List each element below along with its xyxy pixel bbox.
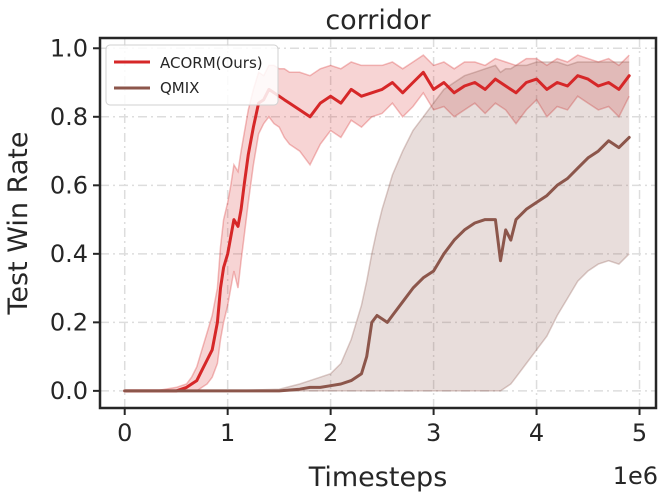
x-tick-label: 5 (632, 419, 647, 447)
plot-frame (98, 36, 658, 410)
y-tick-label: 0.0 (50, 377, 88, 405)
band-qmix (124, 62, 630, 391)
line-qmix (123, 135, 631, 393)
band-lower-qmix (124, 253, 630, 392)
x-tick-label: 3 (426, 419, 441, 447)
legend-label-qmix: QMIX (160, 79, 199, 97)
x-axis-ticks: 0 1 2 3 4 5 (117, 408, 647, 447)
legend: ACORM(Ours) QMIX (105, 44, 279, 106)
y-tick-label: 0.8 (50, 103, 88, 131)
x-tick-label: 4 (529, 419, 544, 447)
band-upper-acorm-ours (124, 54, 630, 392)
x-tick-label: 0 (117, 419, 132, 447)
chart-title: corridor (325, 5, 431, 36)
y-axis-label: Test Win Rate (3, 132, 34, 316)
x-tick-label: 2 (323, 419, 338, 447)
x-tick-label: 1 (220, 419, 235, 447)
y-tick-label: 0.6 (50, 171, 88, 199)
y-tick-label: 0.2 (50, 308, 88, 336)
x-axis-label: Timesteps (308, 462, 448, 493)
y-tick-label: 0.4 (50, 240, 88, 268)
y-axis-ticks: 0.0 0.2 0.4 0.6 0.8 1.0 (50, 34, 100, 405)
series-lines (123, 70, 631, 393)
band-lower-acorm-ours (124, 91, 630, 392)
legend-label-acorm: ACORM(Ours) (160, 54, 263, 72)
legend-box (105, 44, 279, 106)
y-tick-label: 1.0 (50, 34, 88, 62)
band-upper-qmix (124, 61, 630, 392)
line-acorm-ours (123, 70, 631, 393)
grid-lines (100, 38, 656, 408)
x-axis-offset-label: 1e6 (613, 462, 658, 490)
